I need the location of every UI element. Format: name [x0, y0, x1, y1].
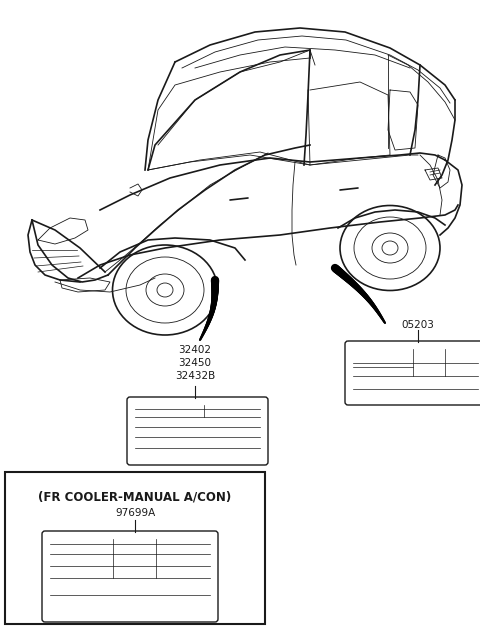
Text: (FR COOLER-MANUAL A/CON): (FR COOLER-MANUAL A/CON)	[38, 490, 232, 503]
Text: 97699A: 97699A	[115, 508, 155, 518]
Text: 32432B: 32432B	[175, 371, 215, 381]
Text: 05203: 05203	[402, 320, 434, 330]
Text: 32402: 32402	[179, 345, 212, 355]
Text: 32450: 32450	[179, 358, 212, 368]
